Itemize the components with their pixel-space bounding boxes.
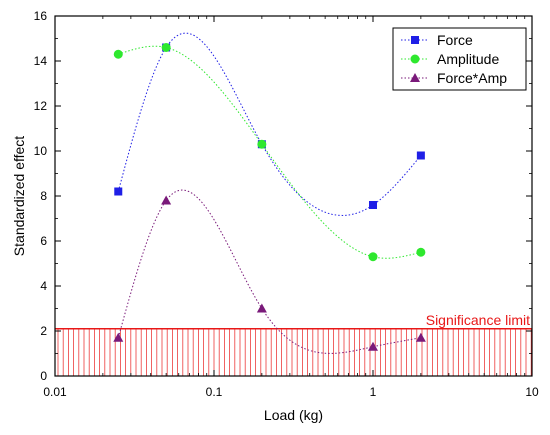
y-axis-label: Standardized effect — [11, 136, 27, 256]
data-point-2-3 — [368, 341, 378, 351]
y-tick-label: 14 — [34, 54, 48, 68]
data-point-1-3 — [368, 252, 378, 262]
x-tick-label: 1 — [370, 385, 377, 399]
legend-marker-1 — [410, 54, 420, 64]
legend-label-1: Amplitude — [437, 51, 499, 67]
data-point-2-0 — [113, 332, 124, 342]
data-point-0-4 — [416, 151, 425, 160]
series-line-1 — [118, 45, 421, 259]
data-point-0-0 — [114, 187, 123, 196]
data-point-2-1 — [161, 195, 172, 205]
legend-label-2: Force*Amp — [437, 70, 507, 86]
data-point-1-0 — [113, 49, 123, 59]
data-point-1-2 — [257, 139, 267, 149]
x-tick-label: 10 — [525, 385, 539, 399]
data-point-2-4 — [415, 332, 426, 342]
data-point-2-2 — [256, 303, 267, 313]
x-tick-label: 0.1 — [206, 385, 223, 399]
legend-marker-2 — [410, 73, 420, 82]
legend: Force Amplitude Force*Amp — [392, 27, 527, 91]
y-tick-label: 6 — [40, 234, 47, 248]
legend-marker-0 — [411, 36, 419, 44]
series-markers — [113, 43, 426, 351]
x-axis-label: Load (kg) — [264, 407, 323, 423]
y-tick-label: 12 — [34, 99, 48, 113]
plot-frame — [54, 15, 533, 377]
y-tick-label: 0 — [40, 369, 47, 383]
y-tick-label: 2 — [40, 324, 47, 338]
y-tick-label: 4 — [40, 279, 47, 293]
tick-labels: 0.01 0.1 1 10 0 2 4 6 8 10 12 14 16 — [34, 9, 539, 399]
data-point-1-4 — [416, 247, 426, 257]
significance-limit-label: Significance limit — [426, 312, 530, 328]
data-point-0-3 — [369, 201, 377, 209]
legend-label-0: Force — [437, 32, 473, 48]
y-tick-label: 8 — [40, 189, 47, 203]
x-tick-label: 0.01 — [43, 385, 67, 399]
data-point-1-1 — [161, 43, 171, 52]
y-tick-label: 16 — [34, 9, 48, 23]
significance-region — [55, 327, 532, 376]
y-tick-label: 10 — [34, 144, 48, 158]
